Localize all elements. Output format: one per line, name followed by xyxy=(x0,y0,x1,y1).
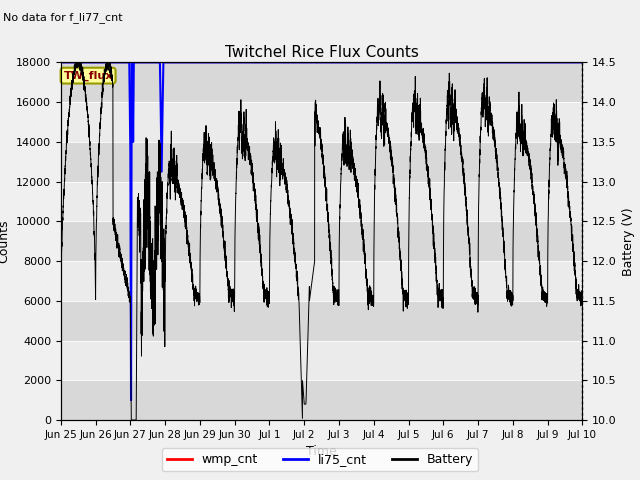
Bar xyxy=(61,380,582,420)
Bar xyxy=(61,62,582,102)
Bar xyxy=(61,221,582,261)
Bar xyxy=(61,181,582,221)
Text: TW_flux: TW_flux xyxy=(63,71,113,81)
X-axis label: Time: Time xyxy=(306,445,337,458)
Bar xyxy=(61,142,582,181)
Legend: wmp_cnt, li75_cnt, Battery: wmp_cnt, li75_cnt, Battery xyxy=(162,448,478,471)
Bar xyxy=(61,340,582,380)
Y-axis label: Battery (V): Battery (V) xyxy=(623,207,636,276)
Y-axis label: Counts: Counts xyxy=(0,219,10,263)
Bar xyxy=(61,261,582,301)
Text: No data for f_li77_cnt: No data for f_li77_cnt xyxy=(3,12,123,23)
Title: Twitchel Rice Flux Counts: Twitchel Rice Flux Counts xyxy=(225,45,419,60)
Bar xyxy=(61,301,582,340)
Bar xyxy=(61,102,582,142)
